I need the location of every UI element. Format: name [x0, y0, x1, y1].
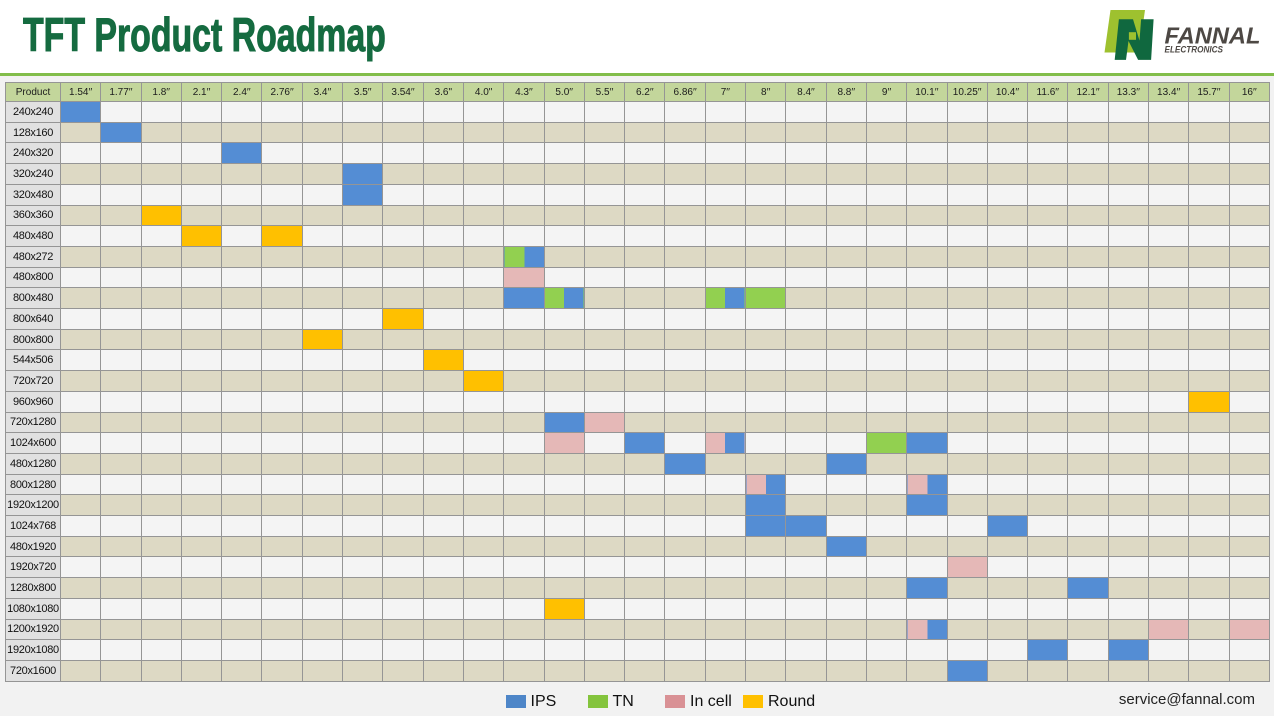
- svg-text:ELECTRONICS: ELECTRONICS: [1165, 44, 1224, 54]
- svg-text:FANNAL: FANNAL: [1165, 23, 1261, 49]
